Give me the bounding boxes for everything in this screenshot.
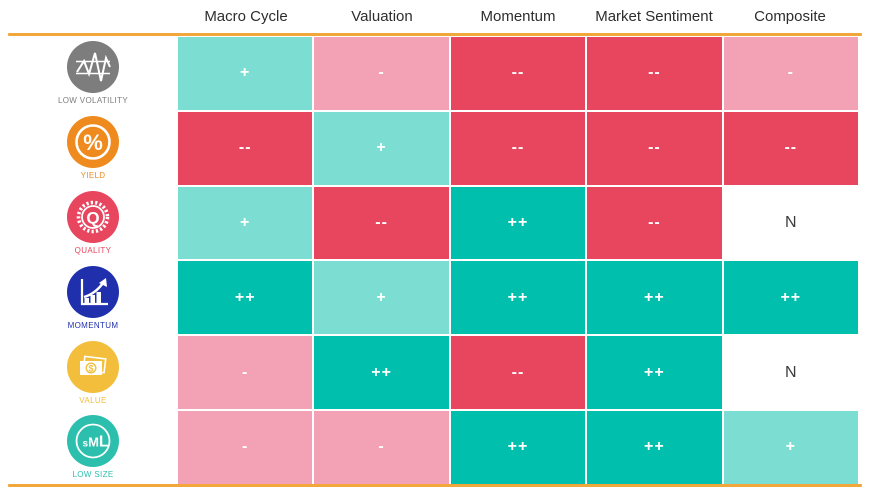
rating-cell-yield-market-sentiment: -- [587, 111, 722, 185]
column-header-valuation: Valuation [351, 8, 413, 25]
factor-label-quality: QUALITY [74, 245, 112, 255]
rating-cell-quality-momentum: ++ [450, 186, 586, 260]
rating-cell-quality-valuation: -- [314, 186, 449, 260]
yield-icon: % [67, 116, 119, 169]
svg-text:%: % [83, 130, 103, 155]
rating-cell-value-momentum: -- [450, 336, 586, 409]
rating-cell-low-size-macro-cycle: - [178, 410, 313, 484]
rating-cell-quality-macro-cycle: + [178, 186, 313, 260]
rating-cell-low-volatility-macro-cycle: + [178, 37, 313, 110]
rating-cell-low-volatility-composite: - [723, 37, 858, 110]
factor-momentum: MOMENTUM [0, 261, 176, 335]
factor-label-low-volatility: LOW VOLATILITY [57, 96, 129, 106]
factor-low-size: sML LOW SIZE [0, 410, 176, 484]
rating-cell-low-size-momentum: ++ [450, 410, 586, 484]
ratings-grid: LOW VOLATILITY + - -- -- - % YIELD -- + -- -- -- Q… [0, 37, 858, 484]
rating-cell-momentum-composite: ++ [723, 261, 858, 335]
factor-low-volatility: LOW VOLATILITY [0, 37, 176, 110]
rating-cell-value-market-sentiment: ++ [587, 336, 722, 409]
column-header-market-sentiment: Market Sentiment [595, 8, 713, 25]
rating-cell-low-size-valuation: - [314, 410, 449, 484]
factor-value: $ VALUE [0, 336, 176, 409]
factor-label-momentum: MOMENTUM [67, 320, 119, 330]
rating-cell-value-valuation: ++ [314, 336, 449, 409]
factor-quality: Q QUALITY [0, 186, 176, 260]
rating-cell-low-volatility-valuation: - [314, 37, 449, 110]
svg-text:sML: sML [83, 434, 109, 451]
rating-cell-yield-macro-cycle: -- [178, 111, 313, 185]
svg-text:Q: Q [86, 208, 99, 227]
column-header-macro-cycle: Macro Cycle [204, 8, 288, 25]
rating-cell-yield-valuation: + [314, 111, 449, 185]
rating-cell-yield-momentum: -- [450, 111, 586, 185]
rating-cell-momentum-macro-cycle: ++ [178, 261, 313, 335]
rating-cell-momentum-momentum: ++ [450, 261, 586, 335]
value-icon: $ [67, 340, 119, 393]
rating-cell-quality-market-sentiment: -- [587, 186, 722, 260]
svg-text:$: $ [88, 363, 93, 373]
low-volatility-icon [67, 41, 119, 94]
column-header-composite: Composite [754, 8, 826, 25]
rating-cell-low-size-composite: + [723, 410, 858, 484]
factor-label-value: VALUE [79, 395, 107, 405]
factor-yield: % YIELD [0, 111, 176, 185]
low-size-icon: sML [67, 415, 119, 468]
top-rule-line [8, 33, 862, 36]
rating-cell-low-size-market-sentiment: ++ [587, 410, 722, 484]
rating-cell-yield-composite: -- [723, 111, 858, 185]
momentum-icon [67, 265, 119, 318]
bottom-rule-line [8, 483, 862, 487]
factor-label-low-size: LOW SIZE [72, 470, 114, 480]
rating-cell-low-volatility-market-sentiment: -- [587, 37, 722, 110]
rating-cell-value-macro-cycle: - [178, 336, 313, 409]
rating-cell-value-composite: N [723, 336, 858, 409]
factor-label-yield: YIELD [80, 171, 106, 181]
column-header-momentum: Momentum [480, 8, 556, 25]
rating-cell-momentum-market-sentiment: ++ [587, 261, 722, 335]
rating-cell-quality-composite: N [723, 186, 858, 260]
quality-icon: Q [67, 190, 119, 243]
column-headers: Macro Cycle Valuation Momentum Market Se… [178, 0, 858, 33]
rating-cell-momentum-valuation: + [314, 261, 449, 335]
rating-cell-low-volatility-momentum: -- [450, 37, 586, 110]
